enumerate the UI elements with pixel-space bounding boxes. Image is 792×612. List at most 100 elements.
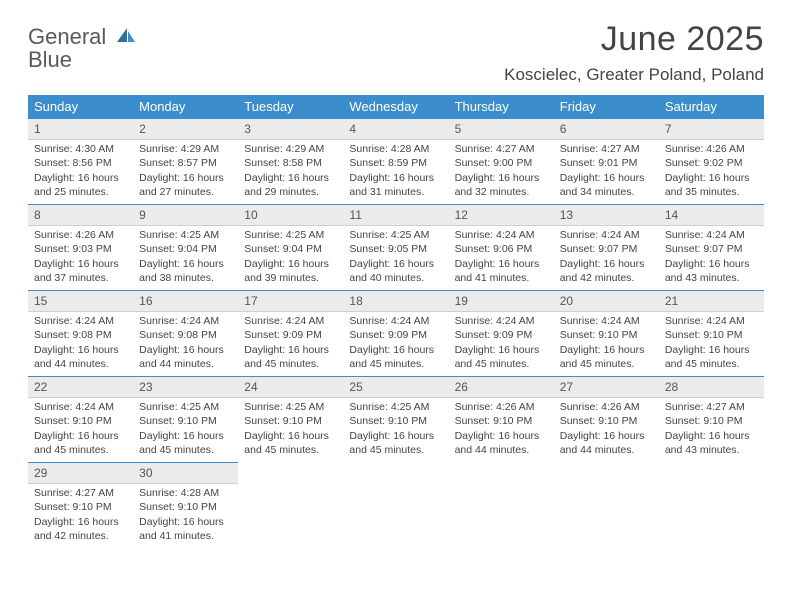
daylight-text: and 35 minutes. <box>665 185 758 199</box>
calendar-day-cell <box>238 462 343 548</box>
weekday-header: Thursday <box>449 95 554 118</box>
day-details: Sunrise: 4:24 AMSunset: 9:10 PMDaylight:… <box>554 312 659 375</box>
calendar-day-cell: 16Sunrise: 4:24 AMSunset: 9:08 PMDayligh… <box>133 290 238 376</box>
calendar-day-cell: 7Sunrise: 4:26 AMSunset: 9:02 PMDaylight… <box>659 118 764 204</box>
daylight-text: Daylight: 16 hours <box>34 257 127 271</box>
daylight-text: Daylight: 16 hours <box>139 171 232 185</box>
day-details: Sunrise: 4:29 AMSunset: 8:57 PMDaylight:… <box>133 140 238 203</box>
day-details: Sunrise: 4:26 AMSunset: 9:03 PMDaylight:… <box>28 226 133 289</box>
day-details: Sunrise: 4:26 AMSunset: 9:02 PMDaylight:… <box>659 140 764 203</box>
calendar-day-cell: 2Sunrise: 4:29 AMSunset: 8:57 PMDaylight… <box>133 118 238 204</box>
daylight-text: Daylight: 16 hours <box>560 171 653 185</box>
sunrise-text: Sunrise: 4:27 AM <box>34 486 127 500</box>
day-details: Sunrise: 4:25 AMSunset: 9:10 PMDaylight:… <box>133 398 238 461</box>
calendar-day-cell: 27Sunrise: 4:26 AMSunset: 9:10 PMDayligh… <box>554 376 659 462</box>
sunrise-text: Sunrise: 4:25 AM <box>139 400 232 414</box>
day-details: Sunrise: 4:25 AMSunset: 9:10 PMDaylight:… <box>343 398 448 461</box>
sunset-text: Sunset: 8:59 PM <box>349 156 442 170</box>
day-number: 26 <box>449 376 554 398</box>
day-number: 18 <box>343 290 448 312</box>
day-details: Sunrise: 4:24 AMSunset: 9:09 PMDaylight:… <box>238 312 343 375</box>
sunrise-text: Sunrise: 4:29 AM <box>139 142 232 156</box>
daylight-text: Daylight: 16 hours <box>455 257 548 271</box>
calendar-day-cell: 17Sunrise: 4:24 AMSunset: 9:09 PMDayligh… <box>238 290 343 376</box>
calendar-week-row: 8Sunrise: 4:26 AMSunset: 9:03 PMDaylight… <box>28 204 764 290</box>
daylight-text: and 41 minutes. <box>139 529 232 543</box>
calendar-day-cell: 30Sunrise: 4:28 AMSunset: 9:10 PMDayligh… <box>133 462 238 548</box>
daylight-text: and 45 minutes. <box>139 443 232 457</box>
sunrise-text: Sunrise: 4:24 AM <box>139 314 232 328</box>
daylight-text: and 43 minutes. <box>665 443 758 457</box>
calendar-day-cell: 23Sunrise: 4:25 AMSunset: 9:10 PMDayligh… <box>133 376 238 462</box>
sunset-text: Sunset: 9:10 PM <box>244 414 337 428</box>
day-details: Sunrise: 4:28 AMSunset: 9:10 PMDaylight:… <box>133 484 238 547</box>
daylight-text: and 37 minutes. <box>34 271 127 285</box>
day-details: Sunrise: 4:25 AMSunset: 9:04 PMDaylight:… <box>238 226 343 289</box>
sunrise-text: Sunrise: 4:26 AM <box>560 400 653 414</box>
day-details: Sunrise: 4:24 AMSunset: 9:08 PMDaylight:… <box>28 312 133 375</box>
calendar-day-cell: 11Sunrise: 4:25 AMSunset: 9:05 PMDayligh… <box>343 204 448 290</box>
day-number: 3 <box>238 118 343 140</box>
day-number: 10 <box>238 204 343 226</box>
sunset-text: Sunset: 9:10 PM <box>139 414 232 428</box>
calendar-day-cell: 5Sunrise: 4:27 AMSunset: 9:00 PMDaylight… <box>449 118 554 204</box>
calendar-day-cell: 22Sunrise: 4:24 AMSunset: 9:10 PMDayligh… <box>28 376 133 462</box>
weekday-header-row: Sunday Monday Tuesday Wednesday Thursday… <box>28 95 764 118</box>
daylight-text: Daylight: 16 hours <box>244 171 337 185</box>
day-number: 23 <box>133 376 238 398</box>
daylight-text: and 29 minutes. <box>244 185 337 199</box>
brand-logo: General Blue <box>28 20 137 72</box>
daylight-text: and 45 minutes. <box>455 357 548 371</box>
daylight-text: and 45 minutes. <box>244 443 337 457</box>
weekday-header: Wednesday <box>343 95 448 118</box>
daylight-text: Daylight: 16 hours <box>34 171 127 185</box>
daylight-text: and 45 minutes. <box>244 357 337 371</box>
sunrise-text: Sunrise: 4:25 AM <box>244 228 337 242</box>
weekday-header: Sunday <box>28 95 133 118</box>
daylight-text: and 44 minutes. <box>139 357 232 371</box>
calendar-day-cell: 1Sunrise: 4:30 AMSunset: 8:56 PMDaylight… <box>28 118 133 204</box>
day-number: 14 <box>659 204 764 226</box>
daylight-text: and 45 minutes. <box>560 357 653 371</box>
header: General Blue June 2025 Koscielec, Greate… <box>28 20 764 85</box>
day-number: 8 <box>28 204 133 226</box>
daylight-text: Daylight: 16 hours <box>455 429 548 443</box>
day-details: Sunrise: 4:26 AMSunset: 9:10 PMDaylight:… <box>449 398 554 461</box>
daylight-text: Daylight: 16 hours <box>560 257 653 271</box>
calendar-day-cell <box>554 462 659 548</box>
sunset-text: Sunset: 9:04 PM <box>244 242 337 256</box>
brand-name-a: General <box>28 24 106 49</box>
day-number: 9 <box>133 204 238 226</box>
day-number: 17 <box>238 290 343 312</box>
calendar-day-cell: 12Sunrise: 4:24 AMSunset: 9:06 PMDayligh… <box>449 204 554 290</box>
calendar-day-cell: 18Sunrise: 4:24 AMSunset: 9:09 PMDayligh… <box>343 290 448 376</box>
daylight-text: Daylight: 16 hours <box>455 343 548 357</box>
sunrise-text: Sunrise: 4:24 AM <box>34 314 127 328</box>
sunset-text: Sunset: 9:10 PM <box>34 500 127 514</box>
calendar-week-row: 29Sunrise: 4:27 AMSunset: 9:10 PMDayligh… <box>28 462 764 548</box>
calendar-day-cell: 29Sunrise: 4:27 AMSunset: 9:10 PMDayligh… <box>28 462 133 548</box>
daylight-text: Daylight: 16 hours <box>349 343 442 357</box>
sunrise-text: Sunrise: 4:24 AM <box>455 314 548 328</box>
sunrise-text: Sunrise: 4:24 AM <box>665 228 758 242</box>
sunrise-text: Sunrise: 4:29 AM <box>244 142 337 156</box>
daylight-text: and 45 minutes. <box>349 443 442 457</box>
daylight-text: Daylight: 16 hours <box>34 343 127 357</box>
sunrise-text: Sunrise: 4:26 AM <box>665 142 758 156</box>
calendar-body: 1Sunrise: 4:30 AMSunset: 8:56 PMDaylight… <box>28 118 764 548</box>
sail-icon <box>115 31 137 48</box>
daylight-text: Daylight: 16 hours <box>665 429 758 443</box>
daylight-text: Daylight: 16 hours <box>349 171 442 185</box>
day-number: 19 <box>449 290 554 312</box>
day-number: 2 <box>133 118 238 140</box>
sunrise-text: Sunrise: 4:27 AM <box>665 400 758 414</box>
daylight-text: Daylight: 16 hours <box>349 429 442 443</box>
sunset-text: Sunset: 9:10 PM <box>560 414 653 428</box>
daylight-text: and 38 minutes. <box>139 271 232 285</box>
daylight-text: Daylight: 16 hours <box>139 343 232 357</box>
sunset-text: Sunset: 9:10 PM <box>455 414 548 428</box>
daylight-text: and 27 minutes. <box>139 185 232 199</box>
title-block: June 2025 Koscielec, Greater Poland, Pol… <box>504 20 764 85</box>
daylight-text: and 45 minutes. <box>349 357 442 371</box>
day-details: Sunrise: 4:24 AMSunset: 9:10 PMDaylight:… <box>659 312 764 375</box>
